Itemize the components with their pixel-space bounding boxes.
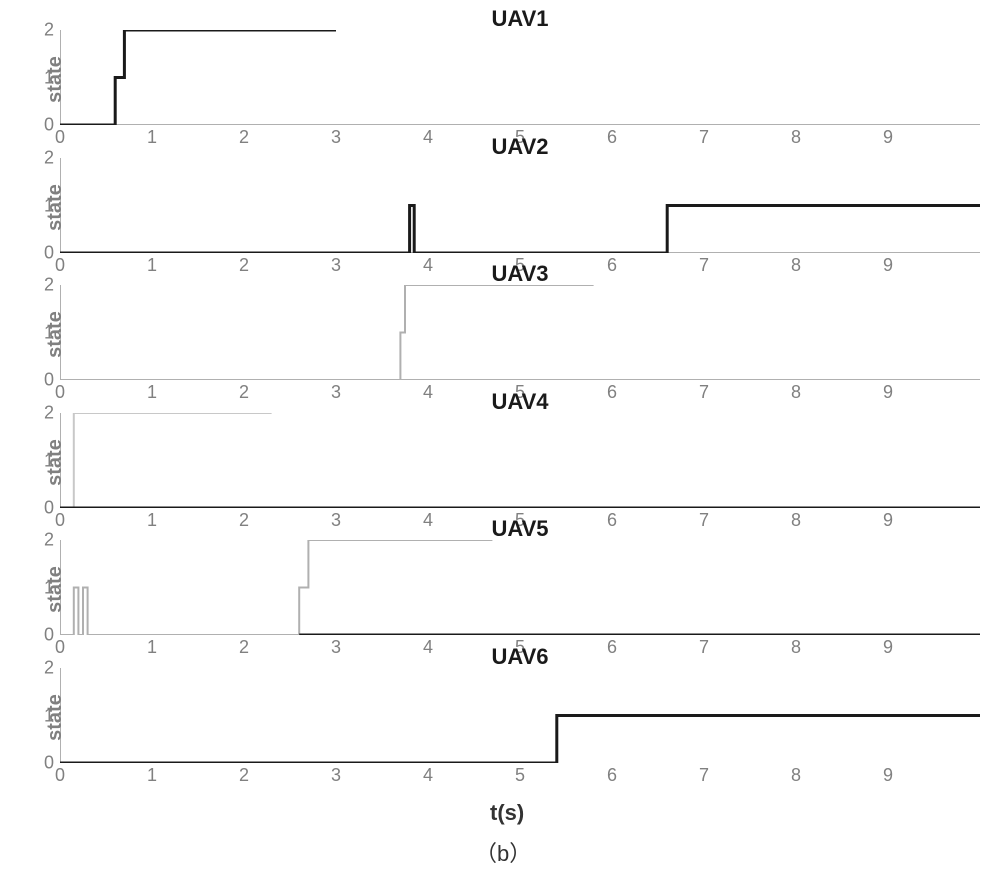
x-tick: 9	[883, 510, 893, 531]
x-tick: 2	[239, 255, 249, 276]
x-tick: 1	[147, 255, 157, 276]
figure-caption: （b）	[475, 836, 531, 868]
subplot-title: UAV4	[491, 389, 548, 415]
subplot-uav4: UAV4state0120123456789	[60, 413, 980, 508]
x-tick: 5	[515, 765, 525, 786]
x-tick: 2	[239, 637, 249, 658]
x-tick: 4	[423, 127, 433, 148]
x-tick: 7	[699, 765, 709, 786]
x-tick: 9	[883, 382, 893, 403]
x-tick: 7	[699, 127, 709, 148]
x-tick: 0	[55, 637, 65, 658]
x-tick: 7	[699, 382, 709, 403]
x-tick: 8	[791, 765, 801, 786]
x-tick: 6	[607, 127, 617, 148]
x-tick: 8	[791, 382, 801, 403]
x-tick: 4	[423, 382, 433, 403]
x-tick: 6	[607, 765, 617, 786]
y-tick: 2	[44, 20, 54, 41]
x-tick: 2	[239, 765, 249, 786]
x-tick: 3	[331, 255, 341, 276]
x-tick: 2	[239, 382, 249, 403]
x-tick: 0	[55, 255, 65, 276]
x-tick: 1	[147, 637, 157, 658]
subplot-title: UAV6	[491, 644, 548, 670]
x-tick: 1	[147, 127, 157, 148]
x-tick: 3	[331, 510, 341, 531]
y-tick: 1	[44, 450, 54, 471]
x-tick: 9	[883, 255, 893, 276]
x-axis-label: t(s)	[490, 800, 524, 826]
y-tick: 1	[44, 322, 54, 343]
y-tick: 0	[44, 625, 54, 646]
x-tick: 8	[791, 255, 801, 276]
subplot-title: UAV2	[491, 134, 548, 160]
x-tick: 9	[883, 765, 893, 786]
y-tick: 0	[44, 498, 54, 519]
subplot-title: UAV3	[491, 261, 548, 287]
subplot-uav2: UAV2state0120123456789	[60, 158, 980, 253]
plot-svg	[60, 540, 980, 635]
x-tick: 4	[423, 765, 433, 786]
plot-svg	[60, 158, 980, 253]
x-tick: 9	[883, 127, 893, 148]
x-tick: 3	[331, 637, 341, 658]
figure-container: UAV1state0120123456789 UAV2state012012345…	[0, 0, 1000, 869]
x-tick: 7	[699, 510, 709, 531]
x-tick: 8	[791, 127, 801, 148]
x-tick: 6	[607, 510, 617, 531]
y-tick: 2	[44, 148, 54, 169]
x-tick: 8	[791, 637, 801, 658]
x-tick: 6	[607, 382, 617, 403]
plot-svg	[60, 668, 980, 763]
subplot-title: UAV5	[491, 516, 548, 542]
y-tick: 0	[44, 753, 54, 774]
plot-svg	[60, 30, 980, 125]
x-tick: 3	[331, 382, 341, 403]
x-tick: 0	[55, 510, 65, 531]
subplot-uav6: UAV6state0120123456789	[60, 668, 980, 763]
plot-svg	[60, 285, 980, 380]
x-tick: 1	[147, 765, 157, 786]
y-tick: 0	[44, 370, 54, 391]
y-tick: 2	[44, 403, 54, 424]
x-tick: 3	[331, 127, 341, 148]
x-tick: 4	[423, 255, 433, 276]
x-tick: 6	[607, 637, 617, 658]
y-tick: 1	[44, 705, 54, 726]
x-tick: 8	[791, 510, 801, 531]
subplot-uav3: UAV3state0120123456789	[60, 285, 980, 380]
x-tick: 4	[423, 510, 433, 531]
y-tick: 1	[44, 67, 54, 88]
subplot-uav5: UAV5state0120123456789	[60, 540, 980, 635]
x-tick: 7	[699, 637, 709, 658]
x-tick: 2	[239, 127, 249, 148]
x-tick: 0	[55, 382, 65, 403]
x-tick: 2	[239, 510, 249, 531]
x-tick: 7	[699, 255, 709, 276]
y-tick: 2	[44, 658, 54, 679]
y-tick: 0	[44, 243, 54, 264]
subplot-title: UAV1	[491, 6, 548, 32]
x-tick: 9	[883, 637, 893, 658]
y-tick: 0	[44, 115, 54, 136]
x-tick: 3	[331, 765, 341, 786]
plot-svg	[60, 413, 980, 508]
y-tick: 2	[44, 530, 54, 551]
x-tick: 0	[55, 127, 65, 148]
x-tick: 0	[55, 765, 65, 786]
x-tick: 1	[147, 382, 157, 403]
y-tick: 1	[44, 577, 54, 598]
y-tick: 1	[44, 195, 54, 216]
x-tick: 4	[423, 637, 433, 658]
subplot-uav1: UAV1state0120123456789	[60, 30, 980, 125]
x-tick: 6	[607, 255, 617, 276]
x-tick: 1	[147, 510, 157, 531]
y-tick: 2	[44, 275, 54, 296]
